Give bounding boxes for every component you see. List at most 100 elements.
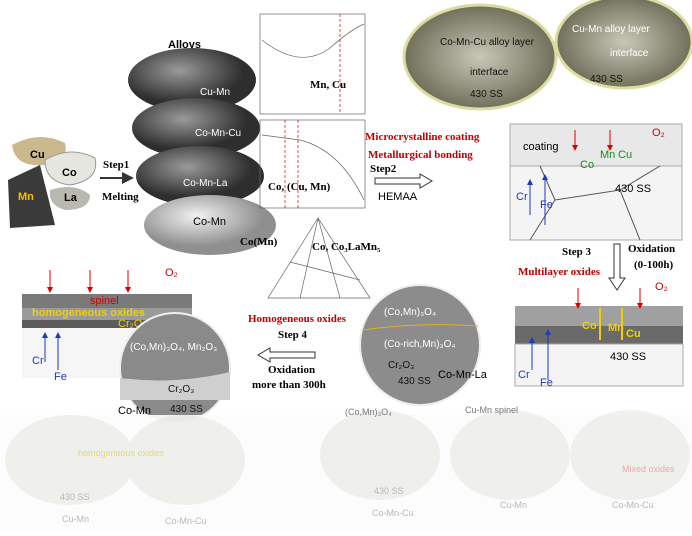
faded-image bbox=[5, 415, 135, 505]
phase-diagrams bbox=[259, 13, 371, 299]
alloy-label: Co-Mn bbox=[193, 216, 226, 228]
alloy-ingot bbox=[144, 195, 276, 255]
phase-label: Co, Co₃LaMn₅ bbox=[312, 241, 381, 253]
substrate-layer bbox=[514, 343, 684, 387]
layer-label: spinel bbox=[90, 295, 119, 307]
alloy-ingot bbox=[128, 48, 256, 112]
faded-image bbox=[320, 410, 440, 500]
species-label: Mn bbox=[608, 322, 624, 334]
arrow bbox=[608, 243, 626, 291]
co-block bbox=[44, 151, 97, 186]
element-label: La bbox=[64, 192, 78, 204]
species-label: Cu bbox=[618, 149, 632, 161]
step-process: Oxidation bbox=[268, 364, 315, 376]
section-label: Co-Mn-Cu alloy layer bbox=[440, 37, 535, 48]
step2-line: Metallurgical bonding bbox=[368, 149, 473, 161]
elements: Cu Co Mn La bbox=[8, 136, 97, 228]
diffusing-label: Cr bbox=[32, 355, 44, 367]
section-label: Cr₂O₃ bbox=[168, 384, 194, 395]
section-image bbox=[359, 284, 481, 406]
faded-label: 430 SS bbox=[374, 486, 404, 496]
phase-label: Mn, Cu bbox=[310, 79, 346, 91]
oxide-layer bbox=[22, 308, 192, 320]
substrate-label: 430 SS bbox=[615, 183, 651, 195]
faded-label: Cu-Mn bbox=[500, 500, 527, 510]
step-process: HEMAA bbox=[378, 191, 418, 203]
section-label: (Co,Mn)₃O₄, Mn₂O₃ bbox=[130, 342, 217, 353]
la-block bbox=[49, 186, 90, 210]
faded-label: Mixed oxides bbox=[622, 464, 675, 474]
section-label: (Co-rich,Mn)₃O₄ bbox=[384, 339, 456, 350]
alloy-ingot bbox=[132, 98, 260, 158]
step-time: (0-100h) bbox=[634, 259, 673, 271]
step2-line: Microcrystalline coating bbox=[365, 131, 480, 143]
substrate-layer bbox=[509, 165, 683, 241]
faded-label: Co-Mn-Cu bbox=[165, 516, 207, 526]
faded-image bbox=[450, 410, 570, 500]
species-label: Mn bbox=[600, 149, 615, 161]
substrate-label: 430 SS bbox=[610, 351, 646, 363]
mn-block bbox=[8, 165, 55, 228]
faded-label: Co-Mn-Cu bbox=[372, 508, 414, 518]
diffusing-label: Cr bbox=[518, 369, 530, 381]
substrate-region bbox=[120, 372, 230, 400]
step-label: Step 4 bbox=[278, 329, 308, 341]
faded-overlay bbox=[0, 415, 692, 531]
section-label: interface bbox=[470, 67, 509, 78]
section-label: 430 SS bbox=[470, 89, 503, 100]
faded-image bbox=[125, 415, 245, 505]
section-label: 430 SS bbox=[170, 404, 203, 415]
phase-label: Co(Mn) bbox=[240, 236, 278, 248]
faded-label: homogeneous oxides bbox=[78, 448, 164, 458]
step-label: Step 3 bbox=[562, 246, 592, 258]
interface-line bbox=[361, 324, 479, 331]
step-result: Homogeneous oxides bbox=[248, 313, 347, 325]
gas-label: O₂ bbox=[655, 281, 668, 293]
faded-label: Cu-Mn bbox=[62, 514, 89, 524]
alloy-label: Co-Mn-La bbox=[438, 369, 488, 381]
element-label: Co bbox=[62, 167, 77, 179]
ternary-lines bbox=[289, 217, 361, 299]
step-time: more than 300h bbox=[252, 379, 326, 391]
phase-plot bbox=[259, 13, 366, 115]
step-label: Step2 bbox=[370, 163, 397, 175]
species-label: Co bbox=[582, 320, 597, 332]
step-process: Oxidation bbox=[628, 243, 675, 255]
faded-label: (Co,Mn)₃O₄ bbox=[345, 407, 392, 417]
alloy-label: Co-Mn-La bbox=[183, 178, 228, 189]
gas-label: O₂ bbox=[165, 267, 178, 279]
phase-plot bbox=[259, 119, 366, 209]
layer-label: homogeneous oxides bbox=[32, 307, 145, 319]
section-label: 430 SS bbox=[398, 376, 431, 387]
phase-label: Co, (Cu, Mn) bbox=[268, 181, 331, 193]
alloy-label: Cu-Mn bbox=[200, 87, 230, 98]
diffusing-label: Fe bbox=[540, 377, 553, 389]
diffusing-label: Fe bbox=[540, 199, 553, 211]
alloys-title: Alloys bbox=[168, 39, 201, 51]
gas-label: O₂ bbox=[652, 127, 665, 139]
section-label: Cr₂O₃ bbox=[388, 360, 414, 371]
step-label: Step1 bbox=[103, 159, 129, 171]
faded-image bbox=[570, 410, 690, 500]
phase-curve bbox=[261, 23, 365, 58]
alloy-label: Co-Mn-Cu bbox=[195, 128, 241, 139]
section-label: (Co,Mn)₃O₄ bbox=[384, 307, 436, 318]
faded-row bbox=[5, 410, 690, 505]
section-label: interface bbox=[610, 48, 649, 59]
step-result: Multilayer oxides bbox=[518, 266, 601, 278]
section-label: Cu-Mn alloy layer bbox=[572, 24, 650, 35]
alloy-ingot bbox=[136, 146, 264, 206]
arrow bbox=[257, 347, 316, 363]
species-label: Cu bbox=[626, 328, 641, 340]
arrow bbox=[374, 173, 433, 189]
species-label: Co bbox=[580, 159, 594, 171]
chromia-layer bbox=[22, 320, 192, 328]
diffusing-label: Fe bbox=[54, 371, 67, 383]
section-image bbox=[402, 3, 558, 111]
spinel-layer bbox=[22, 294, 192, 308]
ternary-triangle bbox=[267, 217, 371, 299]
phase-curve bbox=[261, 134, 365, 201]
